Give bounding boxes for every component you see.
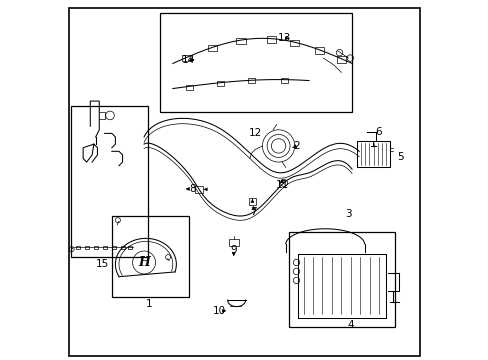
Bar	[289, 232, 394, 327]
Text: H: H	[138, 256, 150, 269]
Bar	[195, 186, 203, 193]
Bar	[207, 45, 217, 51]
Bar	[228, 239, 239, 246]
Bar	[185, 85, 192, 90]
Bar	[249, 198, 255, 205]
Text: 2: 2	[293, 141, 299, 151]
Bar	[182, 55, 191, 61]
Text: 7: 7	[250, 207, 256, 217]
Text: 9: 9	[230, 245, 237, 255]
Text: 11: 11	[275, 180, 288, 190]
Text: 1: 1	[146, 299, 152, 309]
Bar	[85, 246, 89, 249]
Bar	[70, 107, 147, 257]
Bar	[112, 246, 116, 249]
Text: 5: 5	[396, 152, 403, 162]
Text: 12: 12	[248, 129, 262, 138]
Text: 3: 3	[345, 209, 351, 219]
Bar	[76, 246, 80, 249]
Bar	[121, 246, 125, 249]
Bar	[112, 216, 188, 297]
Bar	[102, 246, 107, 249]
Bar	[281, 78, 287, 83]
Bar	[266, 36, 276, 42]
Bar	[314, 48, 324, 54]
Text: 13: 13	[277, 33, 290, 43]
Bar	[236, 37, 245, 44]
Bar	[336, 56, 346, 63]
Text: 4: 4	[346, 320, 353, 330]
Text: 14: 14	[182, 55, 195, 65]
Text: 10: 10	[212, 306, 225, 316]
Bar	[128, 246, 132, 249]
Text: 15: 15	[96, 259, 109, 269]
Bar	[160, 13, 351, 112]
Bar	[289, 40, 299, 46]
Bar	[217, 81, 224, 86]
Bar	[94, 246, 98, 249]
Text: 6: 6	[375, 127, 382, 136]
Bar	[248, 78, 255, 84]
Text: 8: 8	[189, 184, 195, 194]
